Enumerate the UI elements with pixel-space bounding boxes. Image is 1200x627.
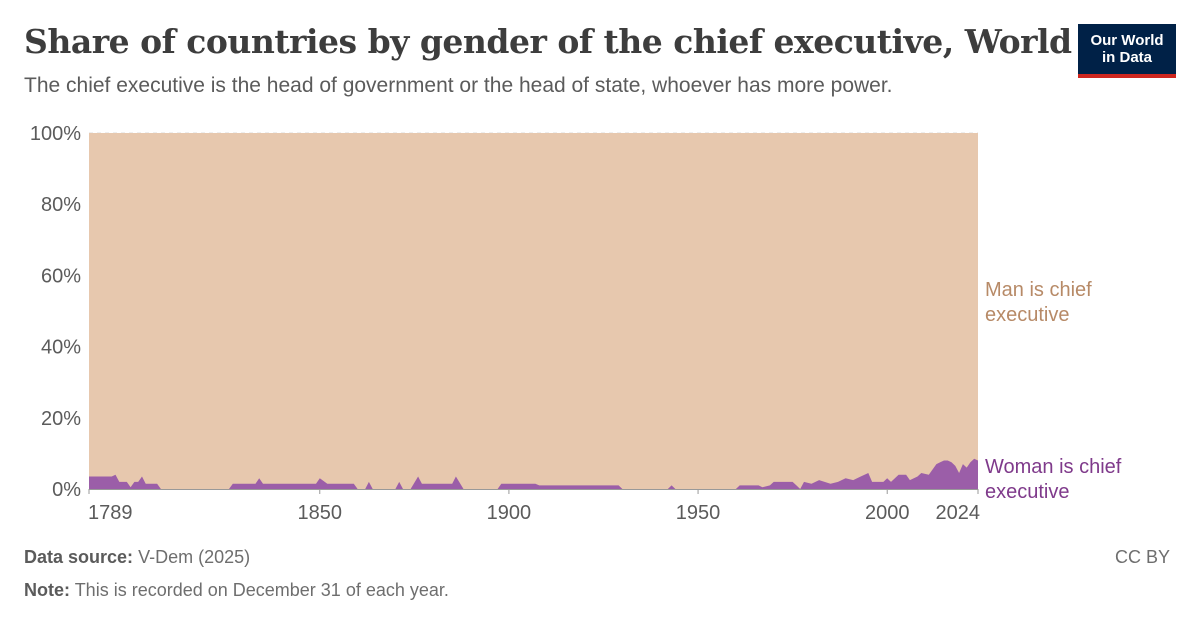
chart-subtitle: The chief executive is the head of gover… bbox=[24, 74, 893, 97]
chart-areas bbox=[89, 133, 978, 489]
note: Note: This is recorded on December 31 of… bbox=[24, 580, 449, 601]
x-tick-label: 1900 bbox=[487, 502, 532, 524]
y-tick-label: 20% bbox=[41, 408, 81, 430]
note-label: Note: bbox=[24, 580, 70, 600]
series-labels: Man is chief executive Woman is chief execu… bbox=[985, 279, 1122, 503]
y-tick-label: 0% bbox=[52, 479, 81, 501]
source-value[interactable]: V-Dem (2025) bbox=[138, 547, 251, 567]
license-link[interactable]: CC BY bbox=[1114, 547, 1170, 567]
y-tick-label: 100% bbox=[30, 123, 81, 145]
y-tick-label: 80% bbox=[41, 194, 81, 216]
y-tick-label: 60% bbox=[41, 265, 81, 287]
x-tick-label: 1789 bbox=[88, 502, 133, 524]
logo-line-1: Our World bbox=[1090, 32, 1164, 49]
owid-logo[interactable]: Our World in Data bbox=[1078, 24, 1176, 78]
y-tick-label: 40% bbox=[41, 337, 81, 359]
x-tick-label: 1850 bbox=[298, 502, 343, 524]
data-source: Data source: V-Dem (2025) bbox=[24, 547, 250, 568]
x-tick-label: 1950 bbox=[676, 502, 721, 524]
x-tick-label: 2024 bbox=[936, 502, 981, 524]
area-man-chief-executive[interactable] bbox=[89, 133, 978, 489]
axes: 0% 20% 40% 60% 80% 100% 1789 1850 1900 1950 2000 20… bbox=[30, 123, 980, 524]
source-label: Data source: bbox=[24, 547, 134, 567]
logo-line-2: in Data bbox=[1101, 49, 1152, 66]
x-tick-label: 2000 bbox=[865, 502, 910, 524]
series-label-man: Man is chief executive bbox=[985, 279, 1092, 326]
note-value: This is recorded on December 31 of each … bbox=[74, 580, 449, 600]
area-woman-chief-executive[interactable] bbox=[89, 458, 978, 489]
series-label-woman: Woman is chief executive bbox=[985, 456, 1122, 503]
chart-title: Share of countries by gender of the chie… bbox=[24, 22, 1072, 61]
